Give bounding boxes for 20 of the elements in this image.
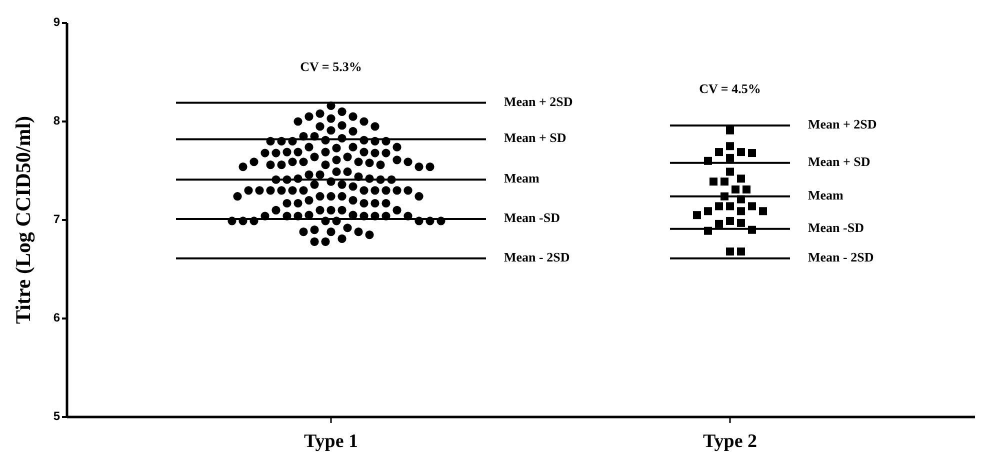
x-tick-label: Type 2 <box>702 431 758 452</box>
ref-line-label: Mean + 2SD <box>504 94 573 109</box>
annotation: CV = 5.3% <box>300 58 362 74</box>
y-tick-label: 8 <box>53 114 60 128</box>
ref-line-label: Mean - 2SD <box>808 249 874 264</box>
ref-line-label: Mean -SD <box>504 210 560 225</box>
ref-line-label: Mean + SD <box>504 130 566 146</box>
annotation: CV = 4.5% <box>699 80 761 96</box>
y-axis-title: Titre (Log CCID50/ml) <box>11 116 35 324</box>
ref-line-label: Meam <box>808 187 844 202</box>
ref-line-label: Mean - 2SD <box>504 249 570 264</box>
y-tick-label: 5 <box>53 409 60 424</box>
ref-line-label: Mean + SD <box>808 154 870 169</box>
ref-line-label: Meam <box>504 170 540 186</box>
x-tick-label: Type 1 <box>304 431 358 452</box>
y-tick-label: 6 <box>53 310 60 325</box>
y-tick-label: 7 <box>53 212 60 226</box>
ref-line-label: Mean -SD <box>808 220 864 235</box>
ref-line-label: Mean + 2SD <box>808 116 877 132</box>
y-tick-label: 9 <box>53 15 60 30</box>
